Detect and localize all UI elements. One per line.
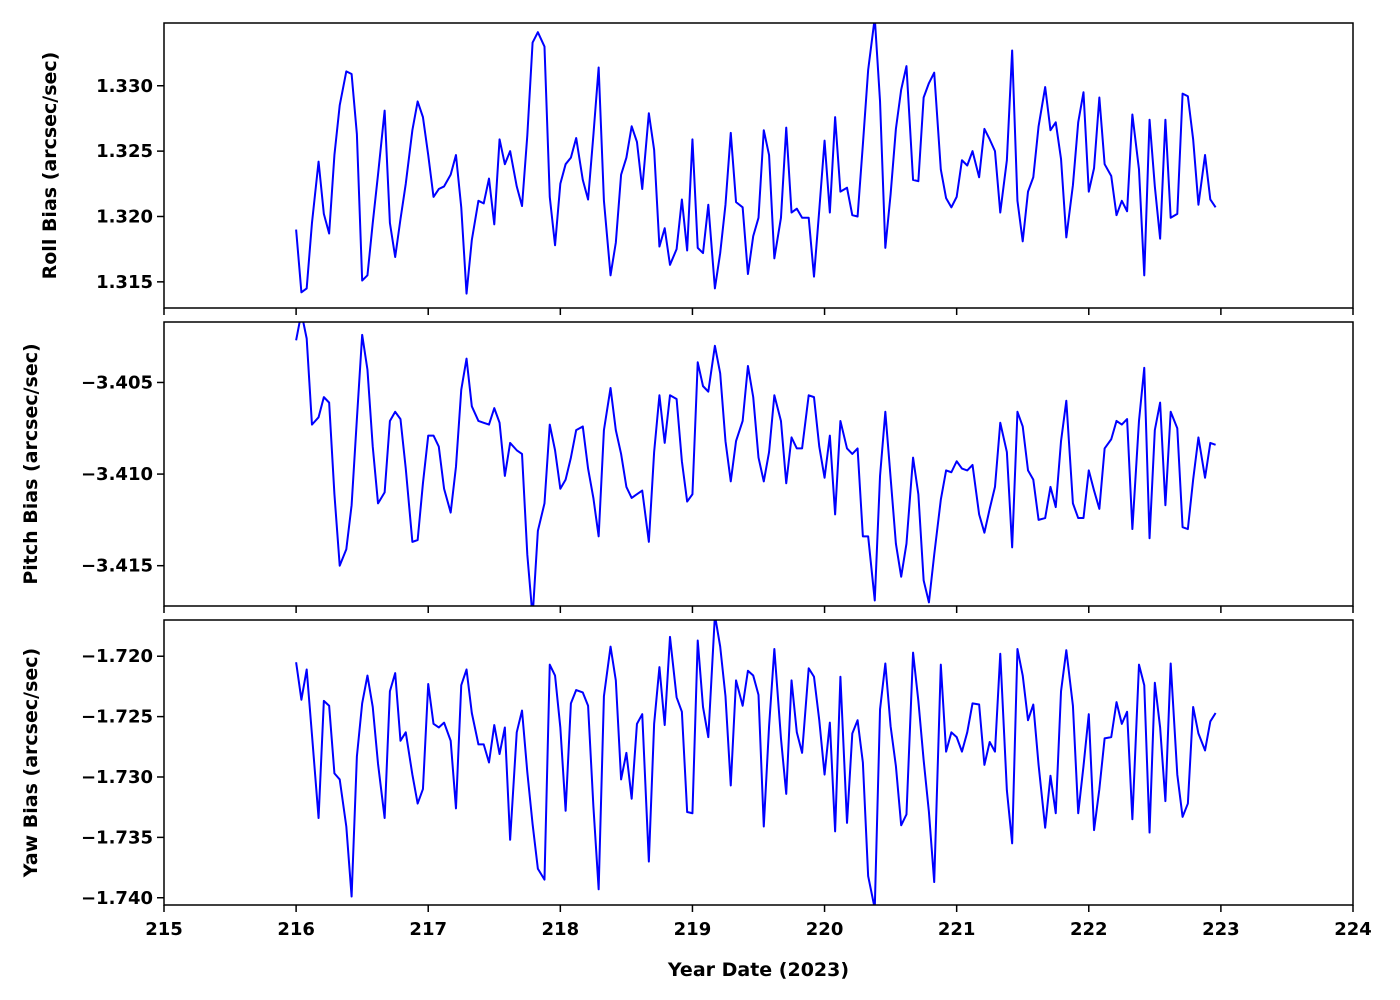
yaw-y-axis-label: Yaw Bias (arcsec/sec) [20, 648, 42, 878]
pitch-y-tick-label: −3.410 [81, 464, 153, 485]
x-axis-label: Year Date (2023) [667, 959, 849, 981]
yaw-y-tick-label: −1.725 [81, 707, 153, 728]
pitch-y-tick-label: −3.415 [81, 556, 153, 577]
roll-plot-frame [163, 22, 1354, 309]
pitch-series-line [295, 322, 1216, 606]
roll-y-tick-label: 1.315 [96, 272, 153, 293]
x-tick-label: 221 [938, 919, 976, 940]
yaw-y-tick-label: −1.730 [81, 767, 153, 788]
yaw-series-line [295, 620, 1217, 905]
x-tick-label: 222 [1070, 919, 1108, 940]
roll-series-line [295, 23, 1217, 295]
yaw-y-tick-label: −1.735 [81, 827, 153, 848]
x-tick-label: 218 [542, 919, 580, 940]
pitch-plot-frame [163, 321, 1354, 607]
x-tick-label: 224 [1334, 919, 1372, 940]
x-tick-label: 219 [674, 919, 712, 940]
x-tick-label: 215 [145, 919, 183, 940]
roll-y-tick-label: 1.325 [96, 141, 153, 162]
roll-y-axis-label: Roll Bias (arcsec/sec) [39, 52, 61, 280]
x-tick-label: 223 [1202, 919, 1240, 940]
yaw-y-tick-label: −1.740 [81, 888, 153, 909]
yaw-plot-frame [163, 619, 1354, 906]
x-tick-label: 217 [409, 919, 447, 940]
yaw-y-tick-label: −1.720 [81, 646, 153, 667]
pitch-y-axis-label: Pitch Bias (arcsec/sec) [20, 343, 42, 584]
x-tick-label: 216 [277, 919, 315, 940]
x-tick-label: 220 [806, 919, 844, 940]
pitch-y-tick-label: −3.405 [81, 372, 153, 393]
roll-y-tick-label: 1.320 [96, 206, 153, 227]
roll-y-tick-label: 1.330 [96, 76, 153, 97]
